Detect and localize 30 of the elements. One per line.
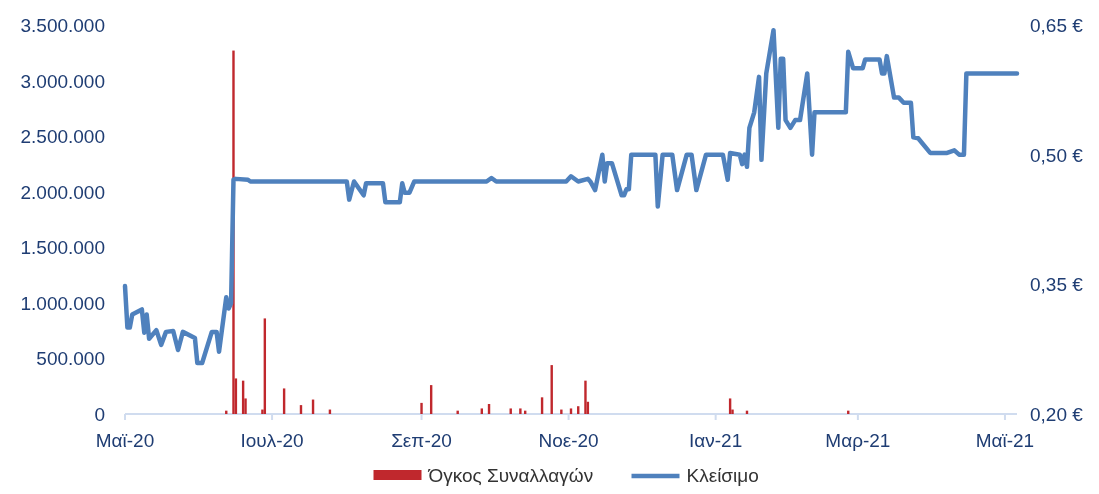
y-tick-label: 2.000.000 bbox=[20, 181, 105, 203]
x-tick-label: Μαϊ-21 bbox=[975, 430, 1035, 451]
y-tick-label: 0 bbox=[94, 404, 105, 425]
bar bbox=[509, 408, 512, 414]
x-tick-label: Σεπ-20 bbox=[391, 430, 452, 451]
y-tick-label: 3.000.000 bbox=[20, 70, 105, 92]
x-tick-label: Μαϊ-20 bbox=[95, 430, 155, 451]
y2-tick-label: 0,35 € bbox=[1030, 274, 1084, 296]
y-tick-label: 2.500.000 bbox=[20, 126, 105, 148]
y-tick-label: 1.000.000 bbox=[20, 292, 105, 314]
line-series bbox=[122, 27, 1020, 366]
legend-label: Κλείσιμο bbox=[686, 465, 759, 486]
y-tick-label: 3.500.000 bbox=[20, 15, 105, 36]
y2-tick-label: 0,50 € bbox=[1030, 144, 1084, 166]
bar bbox=[480, 408, 483, 414]
y2-tick-label: 0,65 € bbox=[1030, 15, 1084, 36]
bar bbox=[420, 402, 423, 414]
y-tick-label: 500.000 bbox=[36, 348, 105, 370]
x-tick-label: Νοε-20 bbox=[538, 430, 599, 451]
x-tick-label: Ιουλ-20 bbox=[240, 430, 304, 451]
y2-tick-label: 0,20 € bbox=[1030, 404, 1084, 425]
bar bbox=[519, 408, 522, 414]
bar bbox=[569, 408, 573, 414]
bar bbox=[584, 380, 587, 414]
x-tick-label: Ιαν-21 bbox=[689, 430, 743, 451]
bar bbox=[456, 410, 459, 414]
x-tick-label: Μαρ-21 bbox=[825, 430, 891, 451]
bar bbox=[560, 409, 563, 414]
y-tick-label: 1.500.000 bbox=[20, 237, 105, 259]
legend-label: Όγκος Συναλλαγών bbox=[427, 465, 594, 486]
